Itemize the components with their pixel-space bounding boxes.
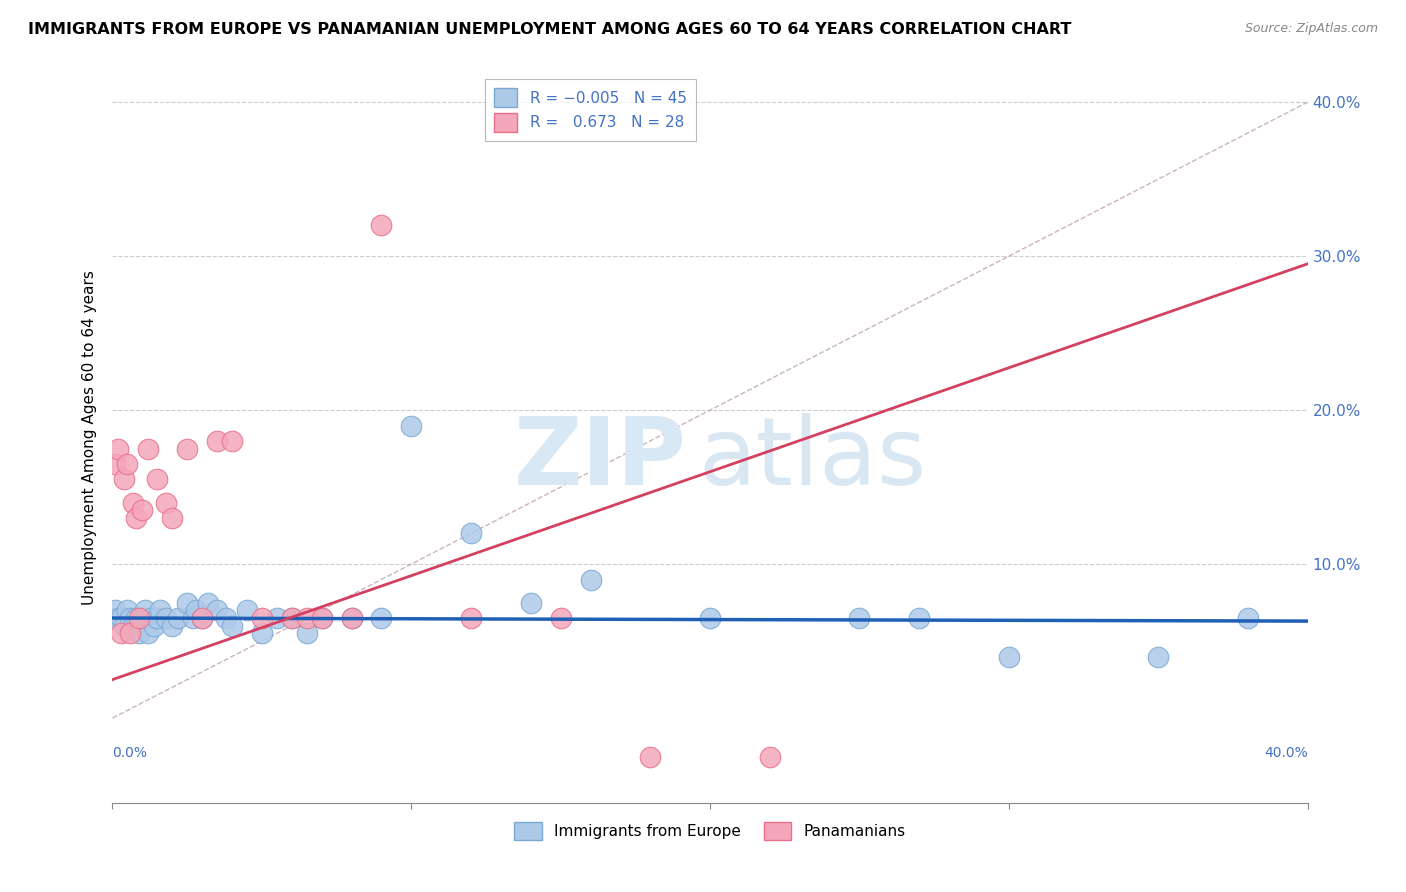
Point: [155, 611, 177, 625]
Point: [131, 503, 153, 517]
Point: [104, 457, 127, 471]
Text: atlas: atlas: [699, 413, 927, 505]
Text: 40.0%: 40.0%: [1264, 746, 1308, 760]
Point: [221, 434, 243, 448]
Text: 0.0%: 0.0%: [112, 746, 148, 760]
Point: [266, 611, 288, 625]
Point: [117, 457, 139, 471]
Point: [250, 611, 273, 625]
Text: IMMIGRANTS FROM EUROPE VS PANAMANIAN UNEMPLOYMENT AMONG AGES 60 TO 64 YEARS CORR: IMMIGRANTS FROM EUROPE VS PANAMANIAN UNE…: [28, 22, 1071, 37]
Point: [191, 611, 214, 625]
Point: [401, 418, 423, 433]
Point: [205, 603, 228, 617]
Point: [215, 611, 238, 625]
Point: [340, 611, 363, 625]
Point: [110, 626, 132, 640]
Point: [295, 626, 318, 640]
Point: [120, 626, 142, 640]
Point: [143, 618, 166, 632]
Point: [340, 611, 363, 625]
Point: [759, 749, 782, 764]
Point: [114, 618, 135, 632]
Point: [138, 442, 160, 456]
Point: [128, 611, 150, 625]
Point: [131, 611, 153, 625]
Point: [181, 611, 204, 625]
Point: [998, 649, 1021, 664]
Point: [176, 442, 198, 456]
Y-axis label: Unemployment Among Ages 60 to 64 years: Unemployment Among Ages 60 to 64 years: [82, 269, 97, 605]
Point: [370, 611, 392, 625]
Point: [221, 618, 243, 632]
Point: [162, 618, 183, 632]
Point: [460, 611, 482, 625]
Point: [186, 603, 208, 617]
Point: [281, 611, 304, 625]
Point: [162, 511, 183, 525]
Point: [579, 573, 602, 587]
Point: [114, 472, 135, 486]
Legend: Immigrants from Europe, Panamanians: Immigrants from Europe, Panamanians: [508, 815, 912, 847]
Point: [460, 526, 482, 541]
Point: [236, 603, 259, 617]
Point: [125, 611, 148, 625]
Point: [550, 611, 572, 625]
Point: [138, 626, 160, 640]
Point: [1147, 649, 1170, 664]
Point: [191, 611, 214, 625]
Point: [146, 611, 169, 625]
Point: [205, 434, 228, 448]
Point: [311, 611, 333, 625]
Point: [149, 603, 172, 617]
Point: [1237, 611, 1260, 625]
Point: [125, 511, 148, 525]
Point: [176, 596, 198, 610]
Point: [122, 618, 145, 632]
Text: ZIP: ZIP: [513, 413, 686, 505]
Point: [110, 611, 132, 625]
Text: Source: ZipAtlas.com: Source: ZipAtlas.com: [1244, 22, 1378, 36]
Point: [141, 611, 163, 625]
Point: [699, 611, 721, 625]
Point: [520, 596, 543, 610]
Point: [107, 611, 129, 625]
Point: [311, 611, 333, 625]
Point: [120, 611, 142, 625]
Point: [155, 495, 177, 509]
Point: [107, 442, 129, 456]
Point: [295, 611, 318, 625]
Point: [128, 626, 150, 640]
Point: [122, 495, 145, 509]
Point: [117, 603, 139, 617]
Point: [167, 611, 190, 625]
Point: [640, 749, 662, 764]
Point: [908, 611, 931, 625]
Point: [146, 472, 169, 486]
Point: [197, 596, 219, 610]
Point: [134, 603, 156, 617]
Point: [370, 219, 392, 233]
Point: [250, 626, 273, 640]
Point: [281, 611, 304, 625]
Point: [848, 611, 870, 625]
Point: [104, 603, 127, 617]
